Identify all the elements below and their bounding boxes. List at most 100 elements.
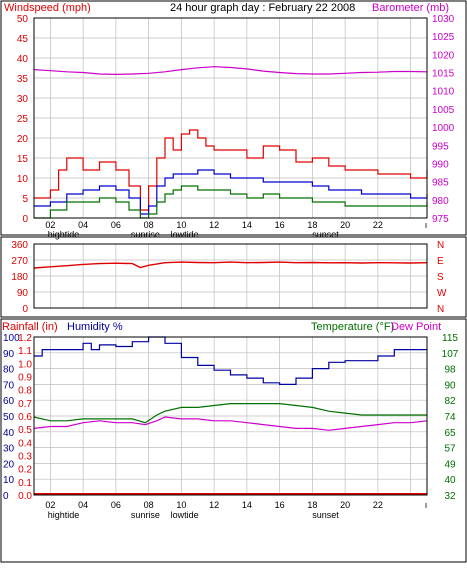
temperature-tick: 32	[444, 491, 456, 502]
temperature-axis-label: Temperature (°F)	[311, 321, 394, 333]
rainfall-tick: 0.9	[18, 373, 32, 384]
time-tick-label: 22	[373, 500, 383, 510]
rainfall-tick: 0.5	[18, 425, 32, 436]
humidity-tick: 90	[3, 349, 15, 360]
series-direction	[33, 261, 428, 269]
barometer-tick: 1025	[432, 32, 455, 43]
time-tick-label: 10	[176, 500, 186, 510]
time-tick-label: 18	[307, 500, 317, 510]
barometer-tick: 990	[432, 159, 449, 170]
windspeed-tick: 35	[17, 74, 29, 85]
barometer-axis-label: Barometer (mb)	[372, 2, 449, 14]
humidity-tick: 10	[3, 475, 15, 486]
panel2-grid	[34, 244, 427, 308]
series-humidity	[34, 336, 427, 385]
event-label-sunrise: sunrise	[131, 230, 160, 240]
panel3-event-labels: hightide sunrise lowtide sunset	[48, 510, 340, 520]
direction-degree-tick: 90	[17, 288, 29, 299]
barometer-tick: 975	[432, 214, 449, 225]
temperature-tick: 90	[444, 380, 456, 391]
humidity-tick: 70	[3, 380, 15, 391]
temperature-tick: 82	[444, 396, 456, 407]
temperature-tick: 57	[444, 444, 456, 455]
time-tick-label: 06	[111, 500, 121, 510]
windspeed-tick: 20	[17, 134, 29, 145]
windspeed-tick: 0	[22, 214, 28, 225]
time-tick-label: 20	[340, 220, 350, 230]
direction-compass-tick: N	[437, 240, 444, 251]
event-label-sunset: sunset	[312, 230, 339, 240]
dew-point-axis-label: Dew Point	[391, 321, 441, 333]
humidity-tick: 40	[3, 428, 15, 439]
direction-compass-tick: N	[437, 304, 444, 315]
humidity-tick: 50	[3, 412, 15, 423]
time-tick-label: 08	[144, 500, 154, 510]
panel1-event-labels: hightide sunrise lowtide sunset	[48, 230, 340, 240]
time-tick-label: 16	[275, 500, 285, 510]
humidity-axis-label: Humidity %	[67, 321, 123, 333]
windspeed-tick: 10	[17, 174, 29, 185]
time-tick-label: 02	[45, 500, 55, 510]
series-temperature	[33, 403, 427, 424]
barometer-tick: 1000	[432, 123, 455, 134]
panel1-series	[33, 66, 428, 219]
windspeed-tick: 45	[17, 34, 29, 45]
rainfall-tick: 1.1	[18, 346, 32, 357]
rainfall-tick: 0.8	[18, 386, 32, 397]
direction-degree-tick: 180	[11, 272, 28, 283]
event-label-hightide: hightide	[48, 230, 80, 240]
direction-compass-tick: S	[437, 272, 444, 283]
rainfall-tick: 0.2	[18, 465, 32, 476]
humidity-tick: 0	[3, 491, 9, 502]
barometer-tick: 1020	[432, 50, 455, 61]
rainfall-tick: 0.0	[18, 491, 32, 502]
panel3-frame	[0, 318, 467, 563]
series-dew_point	[33, 416, 428, 431]
event-label-sunset: sunset	[312, 510, 339, 520]
time-tick-label: 20	[340, 500, 350, 510]
panel3-time-labels: 02 04 06 08 10 12 14 16 18 20 22 ı	[45, 500, 427, 510]
panel1-time-labels: 02 04 06 08 10 12 14 16 18 20 22 ı	[45, 220, 427, 230]
time-tick-label: 22	[373, 220, 383, 230]
direction-degree-tick: 360	[11, 240, 28, 251]
barometer-tick: 1010	[432, 87, 455, 98]
panel2-series	[33, 261, 428, 269]
time-tick-label: 14	[242, 500, 252, 510]
humidity-tick: 60	[3, 396, 15, 407]
chart-title: 24 hour graph day : February 22 2008	[170, 2, 355, 14]
rainfall-tick: 0.1	[18, 478, 32, 489]
barometer-tick: 1005	[432, 105, 455, 116]
windspeed-tick: 25	[17, 114, 29, 125]
temperature-tick: 115	[442, 333, 458, 344]
direction-degree-tick: 0	[22, 304, 28, 315]
rainfall-tick: 0.7	[18, 399, 32, 410]
series-wind_gust	[34, 129, 428, 211]
time-tick-end: ı	[425, 220, 428, 230]
windspeed-tick: 40	[17, 54, 29, 65]
temperature-tick-labels: 32 40 49 57 65 74 82 90 98 107 115	[442, 333, 459, 502]
panel1-grid	[34, 18, 427, 218]
humidity-tick: 100	[3, 333, 20, 344]
panel1-plot-frame	[33, 17, 428, 219]
panel2-plot-frame	[33, 243, 428, 309]
time-tick-label: 06	[111, 220, 121, 230]
time-tick-label: 04	[78, 500, 88, 510]
barometer-tick: 980	[432, 196, 449, 207]
humidity-tick: 80	[3, 365, 15, 376]
panel3-series	[33, 336, 428, 495]
time-tick-label: 14	[242, 220, 252, 230]
rainfall-tick: 0.6	[18, 412, 32, 423]
time-tick-label: 08	[144, 220, 154, 230]
series-barometer	[33, 66, 428, 76]
event-label-sunrise: sunrise	[131, 510, 160, 520]
event-label-hightide: hightide	[48, 510, 80, 520]
panel2-frame	[0, 236, 467, 318]
temperature-tick: 65	[444, 428, 456, 439]
barometer-tick: 985	[432, 178, 449, 189]
windspeed-tick-labels: 0 5 10 15 20 25 30 35 40 45 50	[17, 14, 29, 225]
windspeed-tick: 50	[17, 14, 29, 25]
